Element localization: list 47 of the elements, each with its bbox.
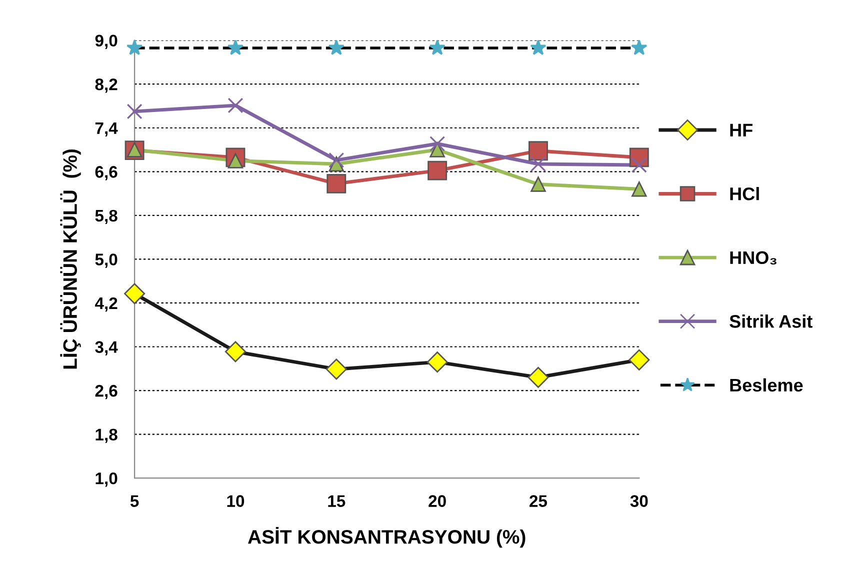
y-tick-label: 5,8 xyxy=(95,210,118,224)
y-tick-label: 5,0 xyxy=(95,254,118,268)
y-tick-label: 4,2 xyxy=(94,297,118,312)
y-tick-label: 3,4 xyxy=(95,341,118,356)
point xyxy=(227,40,244,55)
y-axis-title: LİÇ ÜRÜNÜN KÜLÜ (%) xyxy=(60,149,81,369)
y-tick-label: 1,0 xyxy=(96,472,118,487)
point xyxy=(328,152,344,168)
y-tick-label: 9,0 xyxy=(95,34,118,49)
point xyxy=(628,349,650,370)
point xyxy=(528,141,548,161)
x-axis-title: ASİT KONSANTRASYONU (%) xyxy=(248,526,526,548)
point xyxy=(530,176,546,192)
point xyxy=(528,366,549,388)
point xyxy=(530,156,546,172)
legend-label: Sitrik Asit xyxy=(730,314,812,328)
x-tick-label: 20 xyxy=(428,495,446,507)
point xyxy=(326,174,346,194)
point xyxy=(430,136,446,152)
point xyxy=(428,160,448,180)
point xyxy=(124,283,146,304)
point xyxy=(530,40,546,55)
legend-label: HF xyxy=(730,124,752,136)
point xyxy=(632,182,647,197)
point xyxy=(126,104,142,120)
legend-label: Besleme xyxy=(730,378,803,392)
y-tick-label: 7,4 xyxy=(95,122,118,136)
x-tick-label: 15 xyxy=(328,495,346,507)
point xyxy=(429,40,446,55)
x-tick-label: 5 xyxy=(130,495,139,507)
y-tick-label: 1,8 xyxy=(96,428,118,443)
y-tick-label: 8,2 xyxy=(95,78,118,93)
point xyxy=(126,40,143,55)
point xyxy=(328,40,344,55)
point xyxy=(326,358,347,380)
point xyxy=(430,142,445,158)
legend-label: HCl xyxy=(730,187,759,200)
point xyxy=(631,40,648,55)
point xyxy=(224,341,246,362)
y-tick-label: 6,6 xyxy=(95,166,118,180)
y-tick-label: 2,6 xyxy=(95,384,118,400)
x-tick-label: 25 xyxy=(530,495,548,507)
x-tick-label: 10 xyxy=(227,495,244,507)
point xyxy=(228,98,244,114)
x-tick-label: 30 xyxy=(630,495,648,508)
point xyxy=(426,352,448,373)
legend-label: HNO₃ xyxy=(730,251,776,265)
